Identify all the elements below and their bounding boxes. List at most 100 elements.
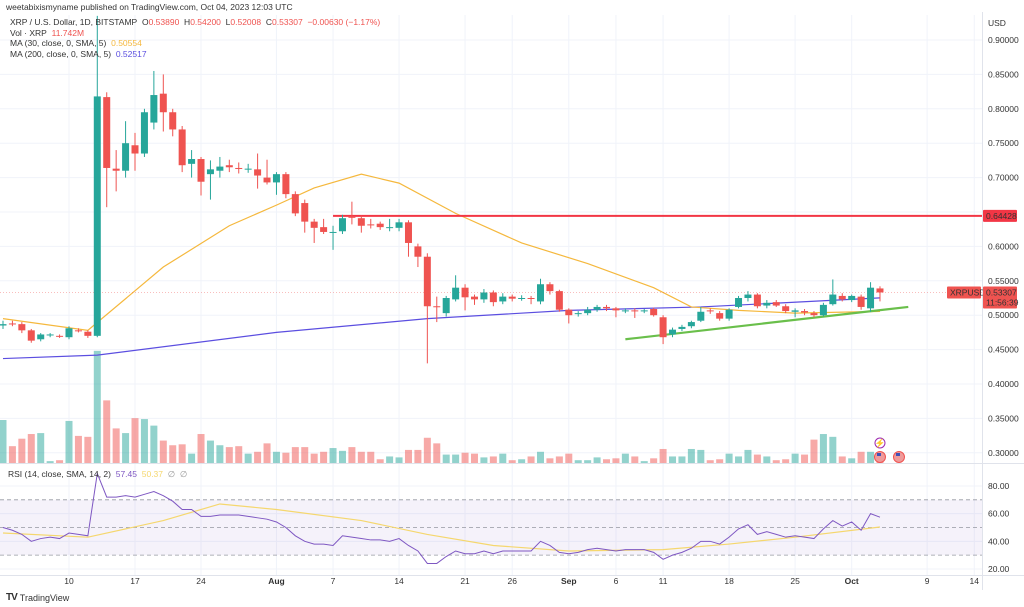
- volume-bar: [8, 446, 16, 463]
- volume-bar: [348, 447, 356, 463]
- lightning-glyph: ⚡: [875, 438, 886, 449]
- time-tick-label: 7: [331, 576, 336, 586]
- price-tick-label: 0.55000: [988, 276, 1019, 286]
- volume-bar: [480, 457, 488, 463]
- candle-body: [263, 177, 271, 183]
- rsi-label[interactable]: RSI (14, close, SMA, 14, 2): [8, 469, 111, 479]
- ohlc-row: XRP / U.S. Dollar, 1D, BITSTAMP O0.53890…: [10, 17, 380, 28]
- rsi-line: [2, 471, 881, 564]
- candle-body: [357, 218, 365, 226]
- candle-body: [386, 227, 394, 229]
- candle-body: [56, 335, 64, 337]
- candle-body: [103, 97, 111, 168]
- volume-bar: [197, 434, 205, 463]
- candle-body: [593, 306, 601, 310]
- candle-body: [565, 309, 573, 316]
- volume-label[interactable]: Vol · XRP: [10, 27, 47, 38]
- volume-bar: [310, 453, 318, 463]
- volume-bar: [461, 452, 469, 463]
- volume-bar: [188, 453, 196, 463]
- candle-body: [93, 96, 101, 336]
- tradingview-logo[interactable]: TV TradingView: [6, 592, 69, 603]
- rsi-extra-1: ∅: [167, 469, 176, 479]
- candle-body: [433, 306, 441, 308]
- us-flag-canton: [895, 453, 900, 456]
- candle-body: [480, 292, 488, 300]
- time-tick-label: 14: [970, 576, 980, 586]
- candle-body: [206, 169, 214, 175]
- change-value: −0.00630 (−1.17%): [307, 17, 381, 27]
- volume-bar: [772, 460, 780, 463]
- volume-bar: [697, 449, 705, 463]
- candle-body: [27, 330, 35, 341]
- candle-body: [442, 298, 450, 314]
- volume-bar: [46, 461, 54, 463]
- volume-bar: [470, 453, 478, 463]
- ma30-value: 0.50554: [111, 38, 142, 48]
- published-caption: weetabixismyname published on TradingVie…: [6, 2, 293, 12]
- candle-body: [678, 326, 686, 329]
- volume-bar: [735, 456, 743, 463]
- close-value: 0.53307: [272, 17, 303, 27]
- rsi-tick-label: 40.00: [988, 536, 1010, 546]
- volume-bar: [744, 449, 752, 463]
- volume-bar: [669, 456, 677, 463]
- ma200-label[interactable]: MA (200, close, 0, SMA, 5): [10, 48, 112, 59]
- time-tick-label: 11: [659, 576, 668, 586]
- candle-body: [546, 284, 554, 292]
- candle-body: [782, 306, 790, 312]
- candle-body: [244, 168, 252, 170]
- resistance-price-tag: [983, 209, 1017, 222]
- candle-body: [216, 166, 224, 171]
- candle-body: [367, 224, 375, 226]
- countdown-text: 11:56:39: [986, 297, 1019, 307]
- volume-bar: [555, 456, 563, 463]
- candle-body: [338, 218, 346, 232]
- volume-bar: [93, 350, 101, 463]
- volume-bar: [291, 447, 299, 463]
- ma200-value: 0.52517: [115, 48, 147, 59]
- ma30-label[interactable]: MA (30, close, 0, SMA, 5): [10, 38, 107, 48]
- rsi-sma-line: [2, 503, 881, 552]
- lightning-icon: [874, 437, 886, 449]
- rsi-extra-2: ∅: [179, 469, 188, 479]
- volume-bar: [603, 459, 611, 463]
- price-tick-label: 0.75000: [988, 138, 1019, 148]
- volume-bar: [810, 439, 818, 463]
- candle-body: [452, 287, 460, 300]
- volume-bar: [272, 451, 280, 463]
- volume-bar: [716, 459, 724, 463]
- time-tick-label: 9: [925, 576, 930, 586]
- candle-body: [499, 296, 507, 302]
- volume-bar: [254, 451, 262, 463]
- chart-legend: XRP / U.S. Dollar, 1D, BITSTAMP O0.53890…: [10, 17, 380, 59]
- volume-bar: [367, 451, 375, 463]
- price-tick-label: 0.60000: [988, 241, 1019, 251]
- candle-body: [461, 287, 469, 298]
- rsi-value: 57.45: [115, 469, 137, 479]
- volume-bar: [74, 435, 82, 463]
- high-label: H: [184, 17, 191, 27]
- candle-body: [74, 330, 82, 332]
- candle-body: [744, 294, 752, 298]
- candle-body: [131, 145, 139, 154]
- candle-body: [848, 295, 856, 301]
- candle-body: [716, 313, 724, 319]
- open-value: 0.53890: [148, 17, 180, 27]
- candle-body: [18, 324, 26, 331]
- close-label: C: [265, 17, 272, 27]
- candle-body: [772, 302, 780, 306]
- candle-body: [669, 329, 677, 335]
- candle-body: [612, 308, 620, 311]
- candle-body: [801, 311, 809, 313]
- time-tick-label: Sep: [561, 576, 577, 586]
- volume-bar: [546, 458, 554, 463]
- candle-body: [527, 298, 535, 299]
- low-value: 0.52008: [230, 17, 262, 27]
- volume-bar: [159, 440, 167, 463]
- candle-body: [225, 165, 233, 168]
- volume-bar: [27, 434, 35, 463]
- symbol-title[interactable]: XRP / U.S. Dollar, 1D, BITSTAMP: [10, 17, 138, 27]
- time-tick-label: 10: [64, 576, 74, 586]
